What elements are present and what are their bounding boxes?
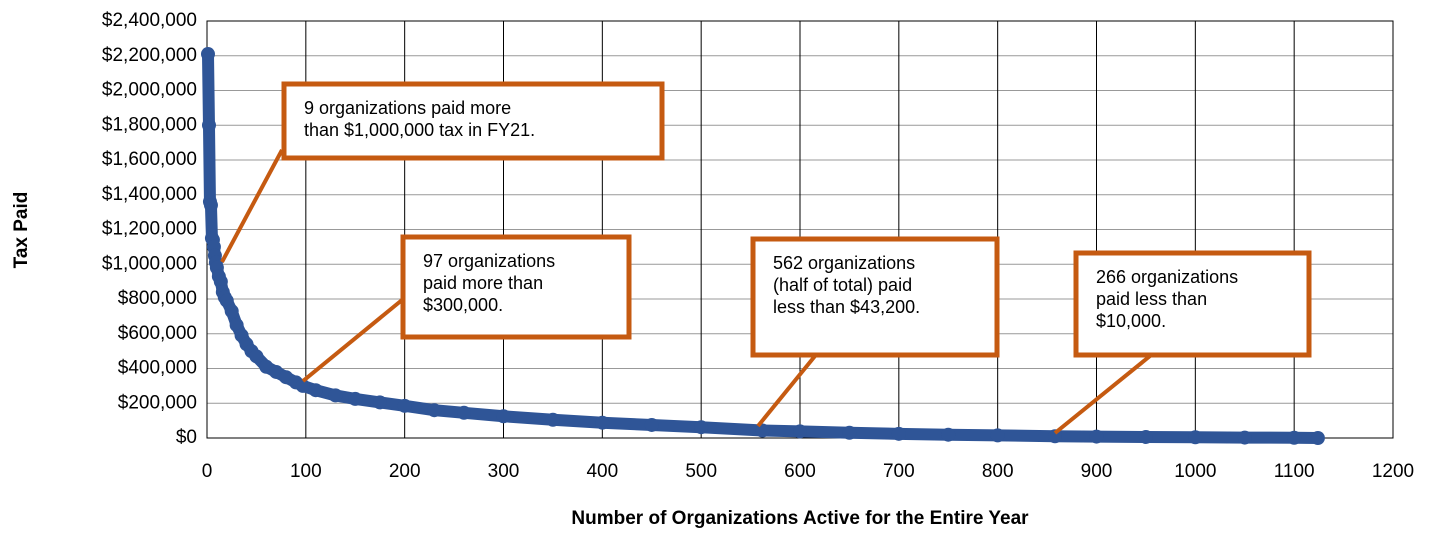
data-point (496, 409, 511, 424)
annotation-text: less than $43,200. (773, 297, 920, 317)
data-point (348, 391, 363, 406)
y-tick-label: $1,600,000 (102, 149, 197, 170)
leader-line (756, 354, 817, 428)
x-tick-label: 100 (290, 461, 322, 482)
y-tick-label: $800,000 (118, 288, 197, 309)
leader-line (220, 149, 284, 263)
data-point (1237, 430, 1252, 445)
y-tick-label: $0 (176, 427, 197, 448)
annotation-text: (half of total) paid (773, 275, 912, 295)
annotation-text: paid less than (1096, 289, 1207, 309)
y-tick-label: $1,400,000 (102, 184, 197, 205)
y-tick-label: $1,800,000 (102, 114, 197, 135)
annotation-text: 97 organizations (423, 251, 555, 271)
x-tick-label: 900 (1081, 461, 1113, 482)
annotation-text: 562 organizations (773, 253, 915, 273)
data-point (1188, 430, 1203, 445)
leader-line (1053, 354, 1152, 435)
x-tick-label: 200 (389, 461, 421, 482)
x-tick-label: 1000 (1174, 461, 1216, 482)
x-tick-label: 700 (883, 461, 915, 482)
data-point (1047, 429, 1062, 444)
data-point (793, 424, 807, 439)
y-tick-label: $400,000 (118, 358, 197, 379)
data-point (891, 426, 906, 441)
annotation-text: 266 organizations (1096, 267, 1238, 287)
data-point (1089, 429, 1104, 444)
y-tick-label: $2,400,000 (102, 10, 197, 31)
data-point (224, 304, 239, 319)
data-point (595, 415, 610, 430)
data-point (941, 427, 956, 442)
y-tick-label: $200,000 (118, 392, 197, 413)
y-tick-label: $1,200,000 (102, 219, 197, 240)
data-point (1138, 429, 1153, 444)
leader-line (301, 298, 404, 383)
annotation-text: paid more than (423, 273, 543, 293)
data-point (397, 398, 412, 413)
data-point (200, 47, 215, 62)
y-axis-title: Tax Paid (11, 192, 32, 269)
annotation-box (750, 236, 1000, 358)
x-tick-label: 400 (586, 461, 618, 482)
data-point (755, 423, 770, 438)
data-point (213, 274, 228, 289)
data-point (644, 417, 659, 432)
data-point (1310, 431, 1325, 445)
annotation-box (400, 234, 632, 340)
x-axis-title: Number of Organizations Active for the E… (571, 508, 1029, 529)
x-tick-label: 1200 (1372, 461, 1414, 482)
data-point (229, 318, 244, 333)
data-point (219, 293, 234, 308)
y-tick-label: $1,000,000 (102, 253, 197, 274)
data-point (295, 378, 310, 393)
data-point (328, 388, 343, 403)
annotation-box (1073, 250, 1312, 358)
data-point (203, 198, 218, 213)
x-tick-label: 600 (784, 461, 816, 482)
y-tick-label: $2,200,000 (102, 45, 197, 66)
x-tick-label: 500 (685, 461, 717, 482)
x-tick-label: 0 (202, 461, 213, 482)
annotation-text: 9 organizations paid more (304, 98, 511, 118)
data-point (456, 405, 471, 420)
data-point (372, 395, 387, 410)
data-point (427, 403, 442, 418)
annotation-text: $10,000. (1096, 311, 1166, 331)
data-point (694, 420, 709, 435)
x-tick-label: 800 (982, 461, 1014, 482)
data-point (1287, 430, 1302, 445)
data-point (308, 383, 323, 398)
data-point (201, 118, 216, 133)
data-point (990, 428, 1005, 443)
annotation-text: than $1,000,000 tax in FY21. (304, 120, 535, 140)
data-point (545, 412, 560, 427)
x-tick-label: 1100 (1274, 461, 1315, 482)
data-point (842, 425, 857, 440)
x-tick-label: 300 (488, 461, 520, 482)
y-tick-label: $600,000 (118, 323, 197, 344)
data-point (249, 349, 264, 364)
y-tick-label: $2,000,000 (102, 80, 197, 101)
annotation-box (281, 81, 665, 161)
annotation-text: $300,000. (423, 295, 503, 315)
